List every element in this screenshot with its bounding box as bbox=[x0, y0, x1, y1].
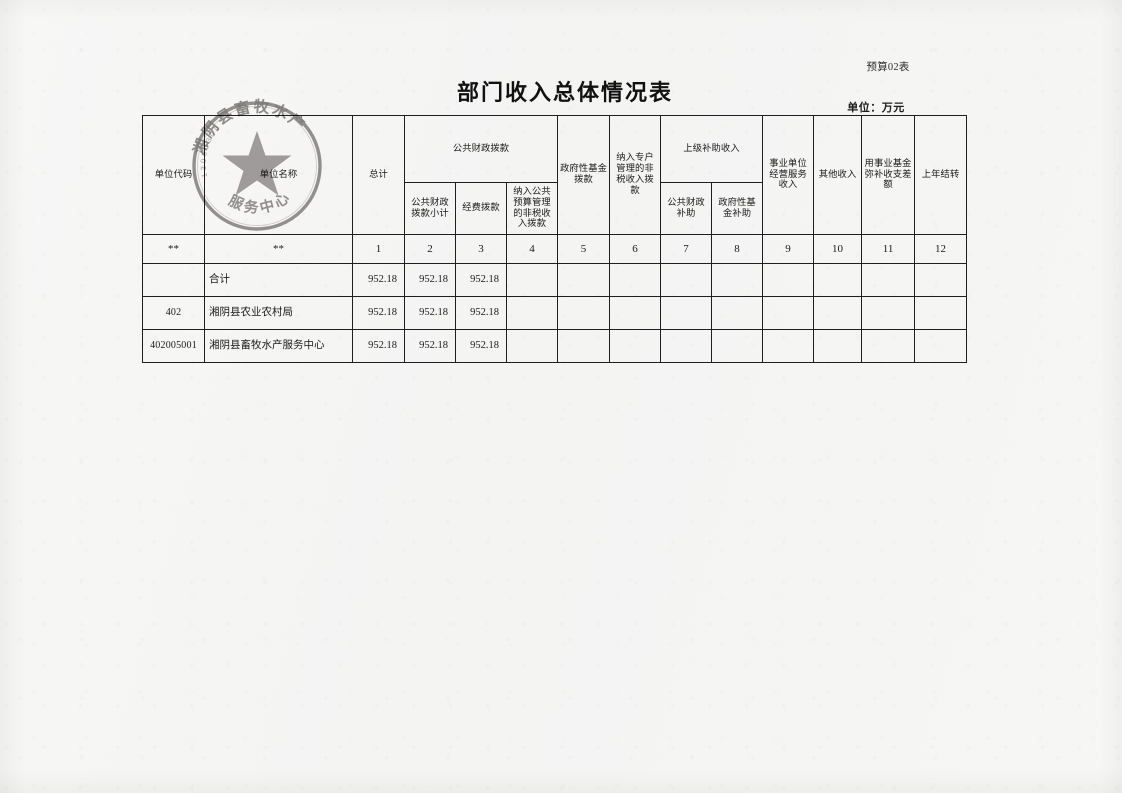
cell-c3: 952.18 bbox=[455, 263, 507, 297]
cell-c11 bbox=[861, 329, 916, 363]
cell-unit-name: 合计 bbox=[204, 263, 353, 297]
colnum-9: 9 bbox=[762, 234, 815, 264]
cell-total: 952.18 bbox=[352, 296, 405, 330]
department-income-table: 单位代码 单位名称 总计 公共财政拨款 政府性基金拨款 纳入专户管理的非税收入拨… bbox=[142, 115, 968, 363]
cell-unit-name: 湘阴县农业农村局 bbox=[204, 296, 353, 330]
cell-c2: 952.18 bbox=[404, 296, 456, 330]
table-row: 402005001 湘阴县畜牧水产服务中心 952.18 952.18 952.… bbox=[142, 329, 968, 363]
cell-c12 bbox=[914, 329, 968, 363]
cell-c6 bbox=[609, 329, 662, 363]
header-gov-fund-subsidy: 政府性基金补助 bbox=[711, 182, 764, 235]
cell-c10 bbox=[813, 263, 863, 297]
cell-c2: 952.18 bbox=[404, 329, 456, 363]
sheet-number-label: 预算02表 bbox=[866, 62, 910, 73]
header-other-income: 其他收入 bbox=[813, 115, 863, 235]
header-unit-name: 单位名称 bbox=[204, 115, 353, 235]
cell-c12 bbox=[914, 296, 968, 330]
table-row: 402 湘阴县农业农村局 952.18 952.18 952.18 bbox=[142, 296, 968, 330]
header-row-2: 公共财政拨款小计 经费拨款 纳入公共预算管理的非税收入拨款 公共财政补助 政府性… bbox=[143, 182, 967, 235]
column-number-row: ** ** 1 2 3 4 5 6 7 8 9 10 11 12 bbox=[142, 234, 968, 264]
header-row-1: 单位代码 单位名称 总计 公共财政拨款 政府性基金拨款 纳入专户管理的非税收入拨… bbox=[142, 115, 968, 235]
cell-c9 bbox=[762, 296, 815, 330]
header-operating-appropriation: 经费拨款 bbox=[455, 182, 507, 235]
colnum-5: 5 bbox=[557, 234, 611, 264]
header-total: 总计 bbox=[352, 115, 405, 235]
cell-c7 bbox=[660, 296, 713, 330]
cell-c8 bbox=[711, 296, 764, 330]
header-business-service-income: 事业单位经营服务收入 bbox=[762, 115, 815, 235]
colnum-11: 11 bbox=[861, 234, 916, 264]
colnum-10: 10 bbox=[813, 234, 863, 264]
colnum-1: 1 bbox=[352, 234, 405, 264]
header-public-finance-subtotal: 公共财政拨款小计 bbox=[404, 182, 456, 235]
cell-c6 bbox=[609, 263, 662, 297]
colnum-3: 3 bbox=[455, 234, 507, 264]
header-public-finance-subsidy: 公共财政补助 bbox=[660, 182, 713, 235]
table-row: 合计 952.18 952.18 952.18 bbox=[142, 263, 968, 297]
cell-c4 bbox=[505, 329, 559, 363]
cell-c4 bbox=[505, 263, 559, 297]
colnum-8: 8 bbox=[711, 234, 764, 264]
cell-c3: 952.18 bbox=[455, 329, 507, 363]
cell-c6 bbox=[609, 296, 662, 330]
header-superior-subsidy-group: 上级补助收入 bbox=[660, 115, 764, 183]
cell-c9 bbox=[762, 329, 815, 363]
cell-unit-code: 402005001 bbox=[142, 329, 205, 363]
colnum-2: 2 bbox=[404, 234, 456, 264]
colnum-6: 6 bbox=[609, 234, 662, 264]
cell-unit-name: 湘阴县畜牧水产服务中心 bbox=[204, 329, 353, 363]
header-unit-code: 单位代码 bbox=[142, 115, 205, 235]
cell-c2: 952.18 bbox=[404, 263, 456, 297]
cell-total: 952.18 bbox=[352, 263, 405, 297]
cell-unit-code: 402 bbox=[142, 296, 205, 330]
cell-c4 bbox=[505, 296, 559, 330]
header-nontax-special-account: 纳入专户管理的非税收入拨款 bbox=[609, 115, 662, 235]
cell-c10 bbox=[813, 329, 863, 363]
cell-c5 bbox=[557, 329, 611, 363]
colnum-4: 4 bbox=[505, 234, 559, 264]
budget-table-container: 单位代码 单位名称 总计 公共财政拨款 政府性基金拨款 纳入专户管理的非税收入拨… bbox=[142, 115, 968, 363]
cell-c7 bbox=[660, 263, 713, 297]
header-prior-year-carryover: 上年结转 bbox=[914, 115, 968, 235]
cell-c11 bbox=[861, 296, 916, 330]
unit-of-measure-label: 单位：万元 bbox=[847, 102, 905, 114]
colnum-unit-code: ** bbox=[142, 234, 205, 264]
header-nontax-into-public-budget: 纳入公共预算管理的非税收入拨款 bbox=[505, 182, 559, 235]
cell-c12 bbox=[914, 263, 968, 297]
header-fund-offset-balance: 用事业基金弥补收支差额 bbox=[861, 115, 916, 235]
cell-c3: 952.18 bbox=[455, 296, 507, 330]
cell-total: 952.18 bbox=[352, 329, 405, 363]
page-title: 部门收入总体情况表 bbox=[456, 80, 673, 105]
cell-c8 bbox=[711, 329, 764, 363]
cell-c11 bbox=[861, 263, 916, 297]
cell-c5 bbox=[557, 296, 611, 330]
colnum-7: 7 bbox=[660, 234, 713, 264]
cell-c7 bbox=[660, 329, 713, 363]
cell-c8 bbox=[711, 263, 764, 297]
table-body: ** ** 1 2 3 4 5 6 7 8 9 10 11 12 bbox=[142, 234, 968, 363]
cell-unit-code bbox=[142, 263, 205, 297]
cell-c9 bbox=[762, 263, 815, 297]
cell-c10 bbox=[813, 296, 863, 330]
colnum-unit-name: ** bbox=[204, 234, 353, 264]
header-public-finance-group: 公共财政拨款 bbox=[403, 115, 559, 183]
colnum-12: 12 bbox=[914, 234, 968, 264]
header-gov-fund-appropriation: 政府性基金拨款 bbox=[557, 115, 611, 235]
table-header: 单位代码 单位名称 总计 公共财政拨款 政府性基金拨款 纳入专户管理的非税收入拨… bbox=[142, 115, 968, 235]
cell-c5 bbox=[557, 263, 611, 297]
